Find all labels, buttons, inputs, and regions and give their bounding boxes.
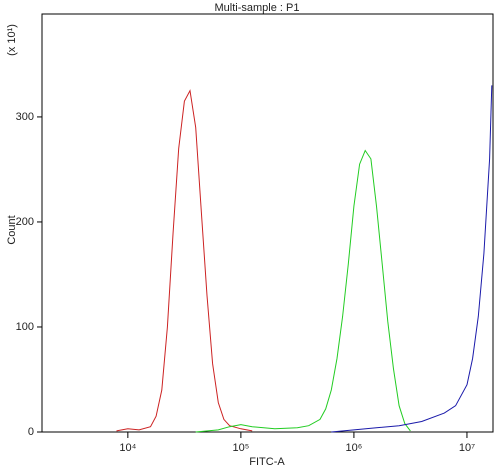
histogram-curve	[331, 85, 493, 433]
y-tick-label: 100	[16, 321, 34, 333]
x-tick-label: 10⁴	[119, 442, 136, 454]
y-multiplier: (x 10¹)	[6, 24, 18, 56]
x-tick-label: 10⁵	[232, 442, 249, 454]
y-tick-label: 0	[28, 426, 34, 438]
x-tick-label: 10⁶	[346, 442, 363, 454]
x-tick-label: 10⁷	[459, 442, 475, 454]
plot-frame	[41, 13, 494, 433]
y-tick-label: 300	[16, 111, 34, 123]
y-axis-label: Count	[6, 215, 18, 244]
histogram-curve	[195, 149, 411, 433]
chart-title: Multi-sample : P1	[215, 2, 300, 14]
histogram-curve	[116, 89, 253, 432]
y-tick-label: 200	[16, 216, 34, 228]
x-axis-label: FITC-A	[249, 456, 285, 468]
